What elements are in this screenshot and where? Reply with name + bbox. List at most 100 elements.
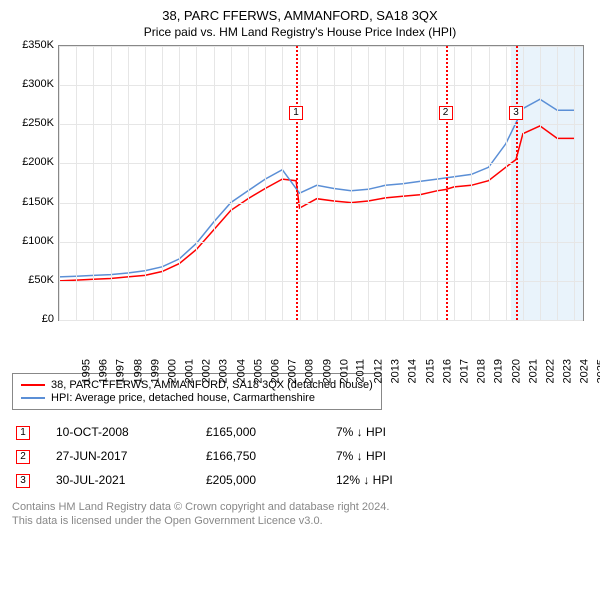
transactions-table: 1 10-OCT-2008£165,0007% ↓ HPI 2 27-JUN-2017… bbox=[12, 420, 588, 492]
x-tick-label: 2001 bbox=[184, 359, 196, 383]
x-tick-label: 2024 bbox=[579, 359, 591, 383]
x-tick-label: 2010 bbox=[338, 359, 350, 383]
table-row: 2 27-JUN-2017£166,7507% ↓ HPI bbox=[12, 444, 588, 468]
legend-swatch bbox=[21, 397, 45, 399]
tx-price: £166,750 bbox=[202, 444, 332, 468]
marker-box: 2 bbox=[439, 106, 453, 120]
x-tick-label: 2000 bbox=[166, 359, 178, 383]
y-axis-labels: £0£50K£100K£150K£200K£250K£300K£350K bbox=[12, 45, 56, 321]
legend-swatch bbox=[21, 384, 45, 386]
x-tick-label: 2009 bbox=[321, 359, 333, 383]
y-tick-label: £50K bbox=[28, 274, 54, 286]
gridline-v bbox=[59, 46, 60, 320]
gridline-h bbox=[59, 46, 583, 47]
y-tick-label: £250K bbox=[22, 117, 54, 129]
y-tick-label: £300K bbox=[22, 78, 54, 90]
tx-date: 10-OCT-2008 bbox=[52, 420, 202, 444]
gridline-v bbox=[403, 46, 404, 320]
gridline-h bbox=[59, 203, 583, 204]
gridline-h bbox=[59, 124, 583, 125]
x-tick-label: 2008 bbox=[304, 359, 316, 383]
gridline-v bbox=[540, 46, 541, 320]
marker-box: 3 bbox=[509, 106, 523, 120]
x-tick-label: 2020 bbox=[510, 359, 522, 383]
gridline-h bbox=[59, 281, 583, 282]
x-tick-label: 2025 bbox=[596, 359, 600, 383]
marker-ref: 3 bbox=[16, 474, 30, 488]
legend-row: HPI: Average price, detached house, Carm… bbox=[21, 392, 373, 404]
gridline-v bbox=[334, 46, 335, 320]
gridline-v bbox=[317, 46, 318, 320]
x-tick-label: 2011 bbox=[355, 359, 367, 383]
x-tick-label: 1998 bbox=[132, 359, 144, 383]
marker-line bbox=[446, 46, 448, 320]
page-title: 38, PARC FFERWS, AMMANFORD, SA18 3QX bbox=[12, 8, 588, 23]
x-tick-label: 1996 bbox=[98, 359, 110, 383]
gridline-v bbox=[454, 46, 455, 320]
gridline-v bbox=[196, 46, 197, 320]
chart: £0£50K£100K£150K£200K£250K£300K£350K 123… bbox=[12, 45, 588, 365]
marker-box: 1 bbox=[289, 106, 303, 120]
x-tick-label: 2018 bbox=[476, 359, 488, 383]
marker-ref: 2 bbox=[16, 450, 30, 464]
tx-diff: 12% ↓ HPI bbox=[332, 468, 588, 492]
y-tick-label: £0 bbox=[42, 313, 54, 325]
gridline-v bbox=[214, 46, 215, 320]
gridline-v bbox=[111, 46, 112, 320]
gridline-h bbox=[59, 242, 583, 243]
tx-diff: 7% ↓ HPI bbox=[332, 444, 588, 468]
x-tick-label: 2003 bbox=[218, 359, 230, 383]
gridline-h bbox=[59, 85, 583, 86]
gridline-v bbox=[557, 46, 558, 320]
x-tick-label: 2021 bbox=[527, 359, 539, 383]
chart-lines bbox=[59, 46, 583, 320]
x-tick-label: 2019 bbox=[493, 359, 505, 383]
gridline-v bbox=[523, 46, 524, 320]
gridline-v bbox=[128, 46, 129, 320]
gridline-v bbox=[231, 46, 232, 320]
x-tick-label: 2015 bbox=[424, 359, 436, 383]
gridline-v bbox=[574, 46, 575, 320]
marker-line bbox=[516, 46, 518, 320]
gridline-v bbox=[420, 46, 421, 320]
gridline-v bbox=[265, 46, 266, 320]
tx-date: 27-JUN-2017 bbox=[52, 444, 202, 468]
gridline-v bbox=[162, 46, 163, 320]
footer-line2: This data is licensed under the Open Gov… bbox=[12, 514, 588, 528]
gridline-v bbox=[145, 46, 146, 320]
x-tick-label: 2013 bbox=[390, 359, 402, 383]
gridline-v bbox=[282, 46, 283, 320]
y-tick-label: £200K bbox=[22, 156, 54, 168]
gridline-h bbox=[59, 163, 583, 164]
marker-ref: 1 bbox=[16, 426, 30, 440]
tx-price: £165,000 bbox=[202, 420, 332, 444]
footer-line1: Contains HM Land Registry data © Crown c… bbox=[12, 500, 588, 514]
plot-area: 1 2 3 bbox=[58, 45, 584, 321]
gridline-v bbox=[248, 46, 249, 320]
gridline-h bbox=[59, 320, 583, 321]
y-tick-label: £150K bbox=[22, 196, 54, 208]
x-tick-label: 2014 bbox=[407, 359, 419, 383]
table-row: 1 10-OCT-2008£165,0007% ↓ HPI bbox=[12, 420, 588, 444]
x-tick-label: 2012 bbox=[373, 359, 385, 383]
x-tick-label: 2006 bbox=[269, 359, 281, 383]
gridline-v bbox=[385, 46, 386, 320]
x-tick-label: 2023 bbox=[562, 359, 574, 383]
x-tick-label: 2022 bbox=[544, 359, 556, 383]
gridline-v bbox=[76, 46, 77, 320]
x-tick-label: 2005 bbox=[252, 359, 264, 383]
gridline-v bbox=[437, 46, 438, 320]
gridline-v bbox=[351, 46, 352, 320]
y-tick-label: £100K bbox=[22, 235, 54, 247]
table-row: 330-JUL-2021£205,00012% ↓ HPI bbox=[12, 468, 588, 492]
gridline-v bbox=[368, 46, 369, 320]
legend-row: 38, PARC FFERWS, AMMANFORD, SA18 3QX (de… bbox=[21, 379, 373, 391]
x-tick-label: 1995 bbox=[80, 359, 92, 383]
page-subtitle: Price paid vs. HM Land Registry's House … bbox=[12, 25, 588, 39]
tx-diff: 7% ↓ HPI bbox=[332, 420, 588, 444]
legend-label: HPI: Average price, detached house, Carm… bbox=[51, 392, 315, 404]
y-tick-label: £350K bbox=[22, 39, 54, 51]
gridline-v bbox=[179, 46, 180, 320]
x-tick-label: 2016 bbox=[441, 359, 453, 383]
x-tick-label: 2002 bbox=[201, 359, 213, 383]
